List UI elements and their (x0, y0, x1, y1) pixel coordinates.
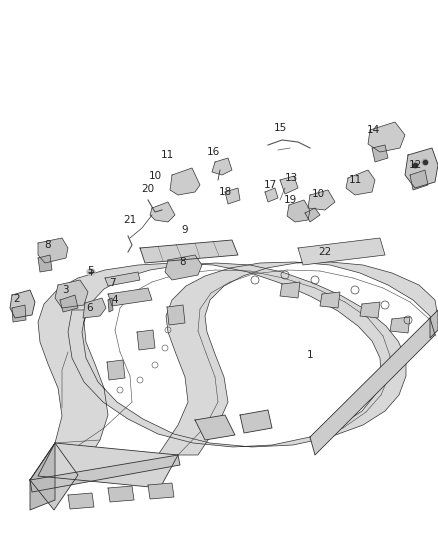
Polygon shape (410, 170, 428, 190)
Polygon shape (108, 486, 134, 502)
Polygon shape (108, 288, 152, 306)
Text: 10: 10 (148, 171, 162, 181)
Polygon shape (83, 298, 106, 318)
Polygon shape (225, 188, 240, 204)
Polygon shape (55, 280, 88, 308)
Text: 13: 13 (284, 173, 298, 183)
Polygon shape (30, 443, 78, 510)
Text: 2: 2 (14, 294, 20, 304)
Ellipse shape (87, 269, 95, 275)
Text: 10: 10 (311, 189, 325, 199)
Polygon shape (60, 295, 78, 312)
Polygon shape (310, 318, 435, 455)
Polygon shape (305, 208, 320, 222)
Text: 4: 4 (112, 295, 118, 305)
Text: 19: 19 (283, 195, 297, 205)
Polygon shape (240, 410, 272, 433)
Polygon shape (368, 122, 405, 152)
Text: 8: 8 (45, 240, 51, 250)
Polygon shape (360, 302, 380, 318)
Polygon shape (38, 238, 68, 263)
Text: 16: 16 (206, 147, 219, 157)
Polygon shape (158, 262, 438, 455)
Polygon shape (38, 443, 178, 488)
Polygon shape (140, 240, 238, 263)
Text: 8: 8 (180, 257, 186, 267)
Text: 1: 1 (307, 350, 313, 360)
Text: 11: 11 (348, 175, 362, 185)
Polygon shape (30, 455, 180, 492)
Polygon shape (280, 282, 300, 298)
Polygon shape (298, 238, 385, 265)
Text: 22: 22 (318, 247, 332, 257)
Circle shape (422, 159, 428, 165)
Polygon shape (195, 415, 235, 440)
Polygon shape (68, 493, 94, 509)
Polygon shape (212, 158, 232, 175)
Text: 3: 3 (62, 285, 68, 295)
Polygon shape (137, 330, 155, 350)
Text: 18: 18 (219, 187, 232, 197)
Polygon shape (287, 200, 310, 222)
Text: 7: 7 (109, 278, 115, 288)
Polygon shape (167, 305, 185, 325)
Text: 14: 14 (366, 125, 380, 135)
Polygon shape (280, 176, 298, 194)
Text: 6: 6 (87, 303, 93, 313)
Polygon shape (308, 190, 335, 210)
Text: 12: 12 (408, 160, 422, 170)
Polygon shape (372, 145, 388, 162)
Polygon shape (107, 360, 125, 380)
Polygon shape (30, 443, 55, 510)
Polygon shape (10, 290, 35, 318)
Text: 11: 11 (160, 150, 173, 160)
Polygon shape (346, 170, 375, 195)
Polygon shape (30, 263, 406, 480)
Polygon shape (108, 298, 113, 312)
Polygon shape (405, 148, 438, 188)
Text: 17: 17 (263, 180, 277, 190)
Polygon shape (265, 188, 278, 202)
Polygon shape (390, 317, 410, 333)
Polygon shape (430, 310, 438, 338)
Polygon shape (12, 305, 26, 322)
Text: 5: 5 (88, 266, 94, 276)
Text: 21: 21 (124, 215, 137, 225)
Polygon shape (150, 202, 175, 222)
Text: 15: 15 (273, 123, 286, 133)
Polygon shape (165, 255, 202, 280)
Polygon shape (170, 168, 200, 195)
Polygon shape (320, 292, 340, 308)
Polygon shape (105, 272, 140, 286)
Text: 9: 9 (182, 225, 188, 235)
Circle shape (412, 162, 418, 168)
Text: 20: 20 (141, 184, 155, 194)
Polygon shape (38, 255, 52, 272)
Polygon shape (148, 483, 174, 499)
